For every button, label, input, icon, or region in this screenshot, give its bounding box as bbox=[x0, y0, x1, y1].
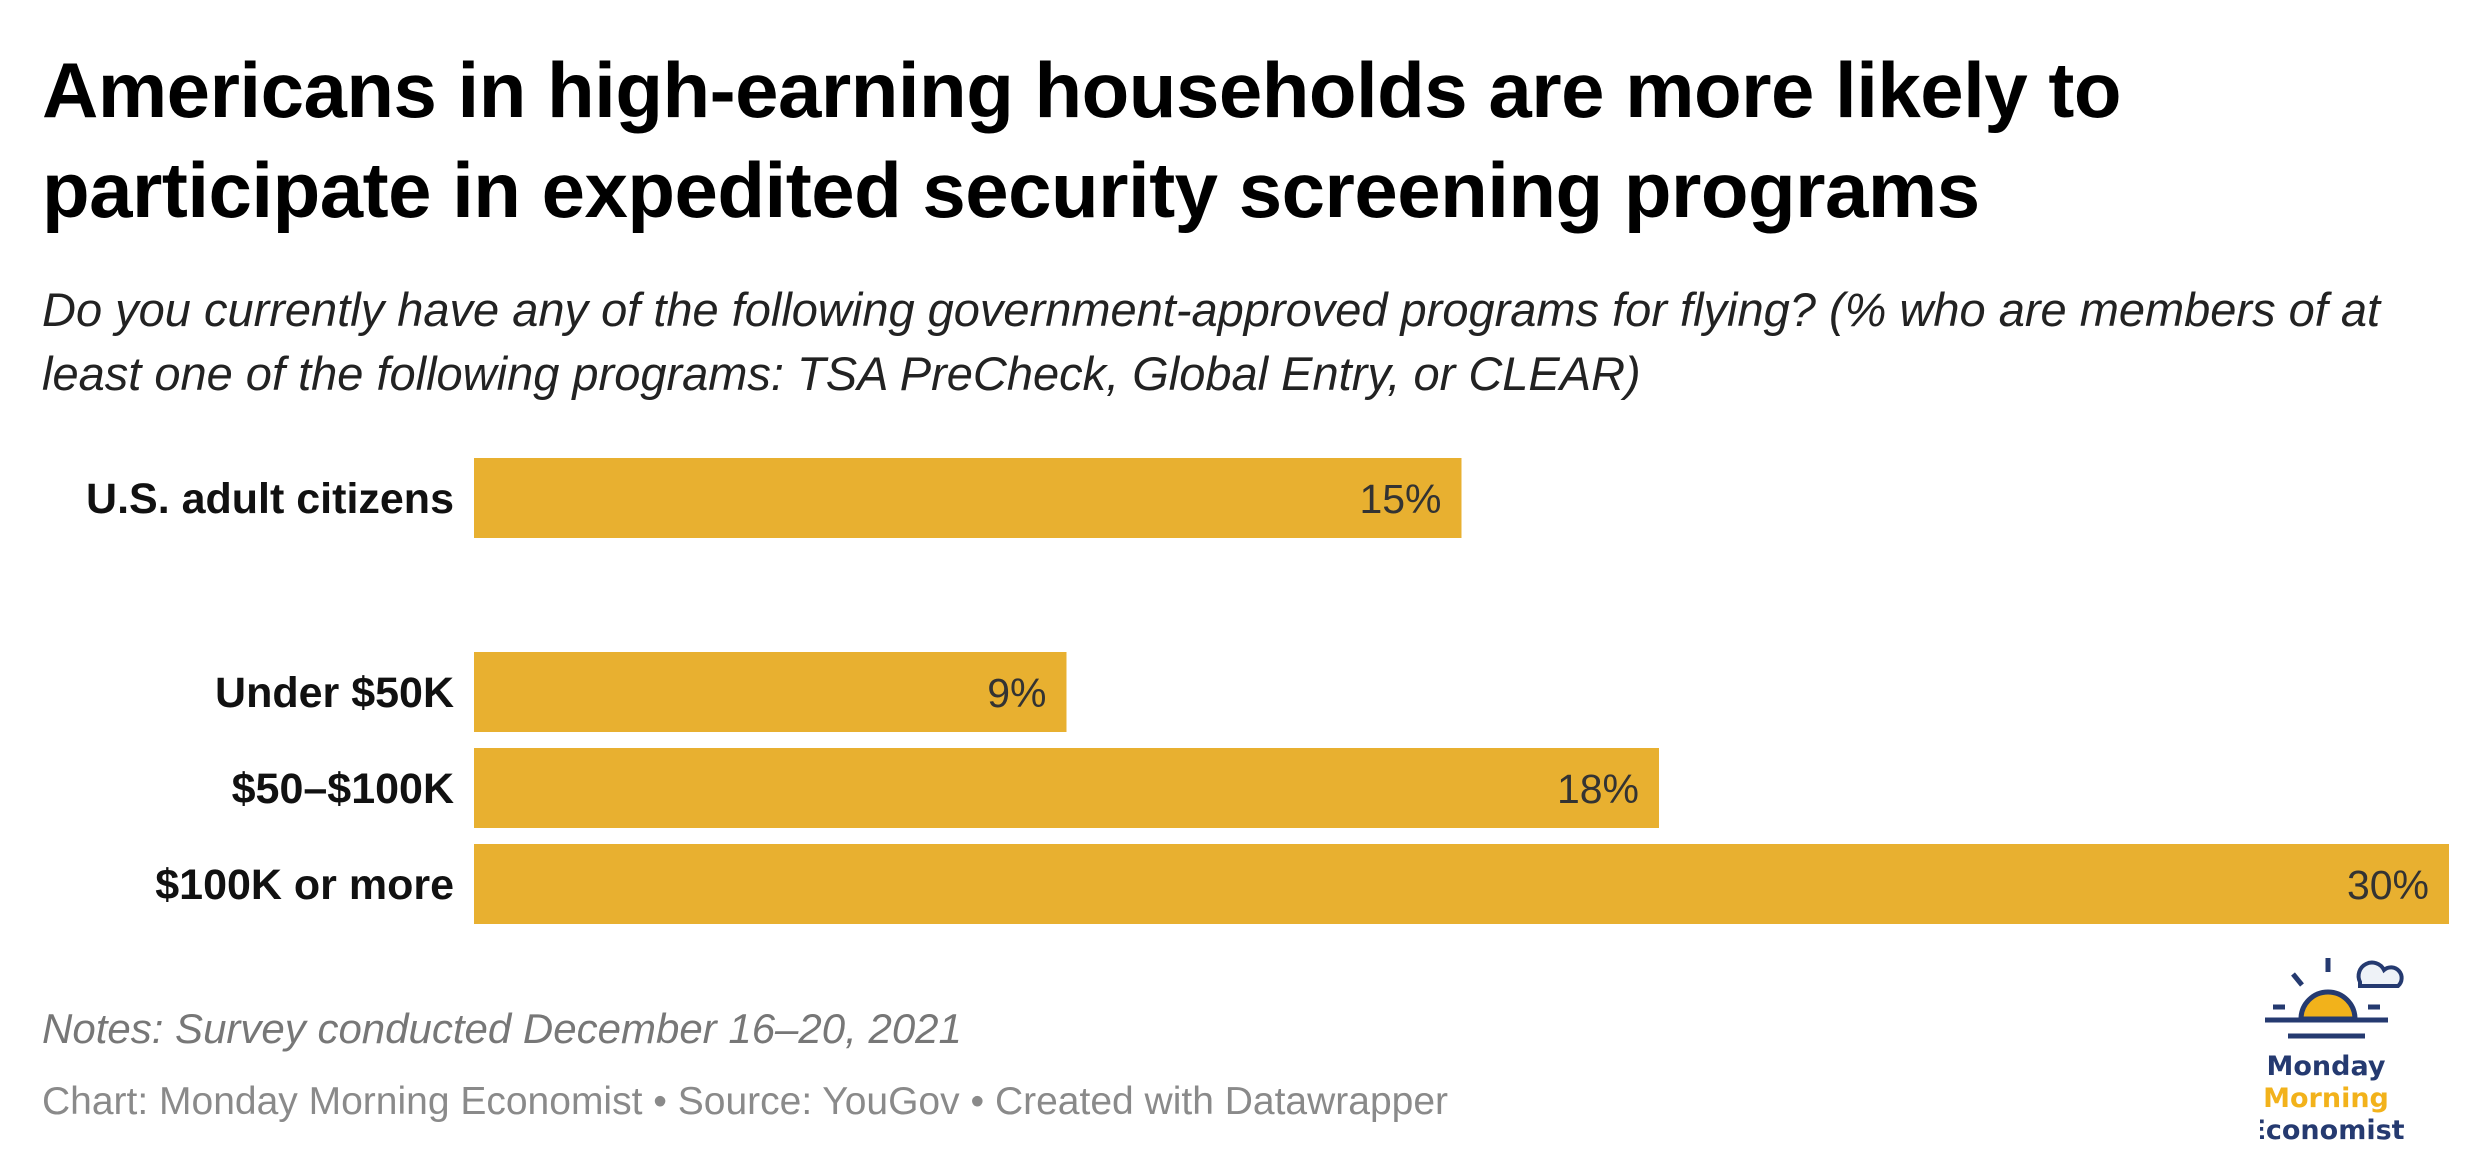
bar bbox=[474, 844, 2449, 924]
monday-morning-economist-logo: Monday Morning Economist bbox=[2260, 958, 2405, 1146]
category-label: Under $50K bbox=[215, 669, 454, 717]
logo-line-2: Morning bbox=[2263, 1083, 2389, 1114]
logo-line-3: Economist bbox=[2260, 1115, 2405, 1146]
chart-credit: Chart: Monday Morning Economist • Source… bbox=[42, 1080, 1448, 1123]
value-label: 9% bbox=[987, 670, 1046, 716]
chart-subtitle: Do you currently have any of the followi… bbox=[42, 283, 2381, 400]
bar bbox=[474, 748, 1659, 828]
bar bbox=[474, 652, 1067, 732]
bar bbox=[474, 458, 1462, 538]
value-label: 30% bbox=[2347, 862, 2429, 908]
sun-icon bbox=[2265, 958, 2388, 1039]
cloud-icon bbox=[2356, 960, 2404, 988]
category-label: U.S. adult citizens bbox=[86, 475, 454, 523]
logo-line-1: Monday bbox=[2267, 1051, 2386, 1082]
chart-notes: Notes: Survey conducted December 16–20, … bbox=[42, 1005, 962, 1052]
value-label: 18% bbox=[1557, 766, 1639, 812]
value-label: 15% bbox=[1359, 476, 1441, 522]
category-label: $100K or more bbox=[155, 861, 454, 909]
category-label: $50–$100K bbox=[232, 765, 454, 813]
chart-title: Americans in high-earning households are… bbox=[42, 46, 2122, 234]
